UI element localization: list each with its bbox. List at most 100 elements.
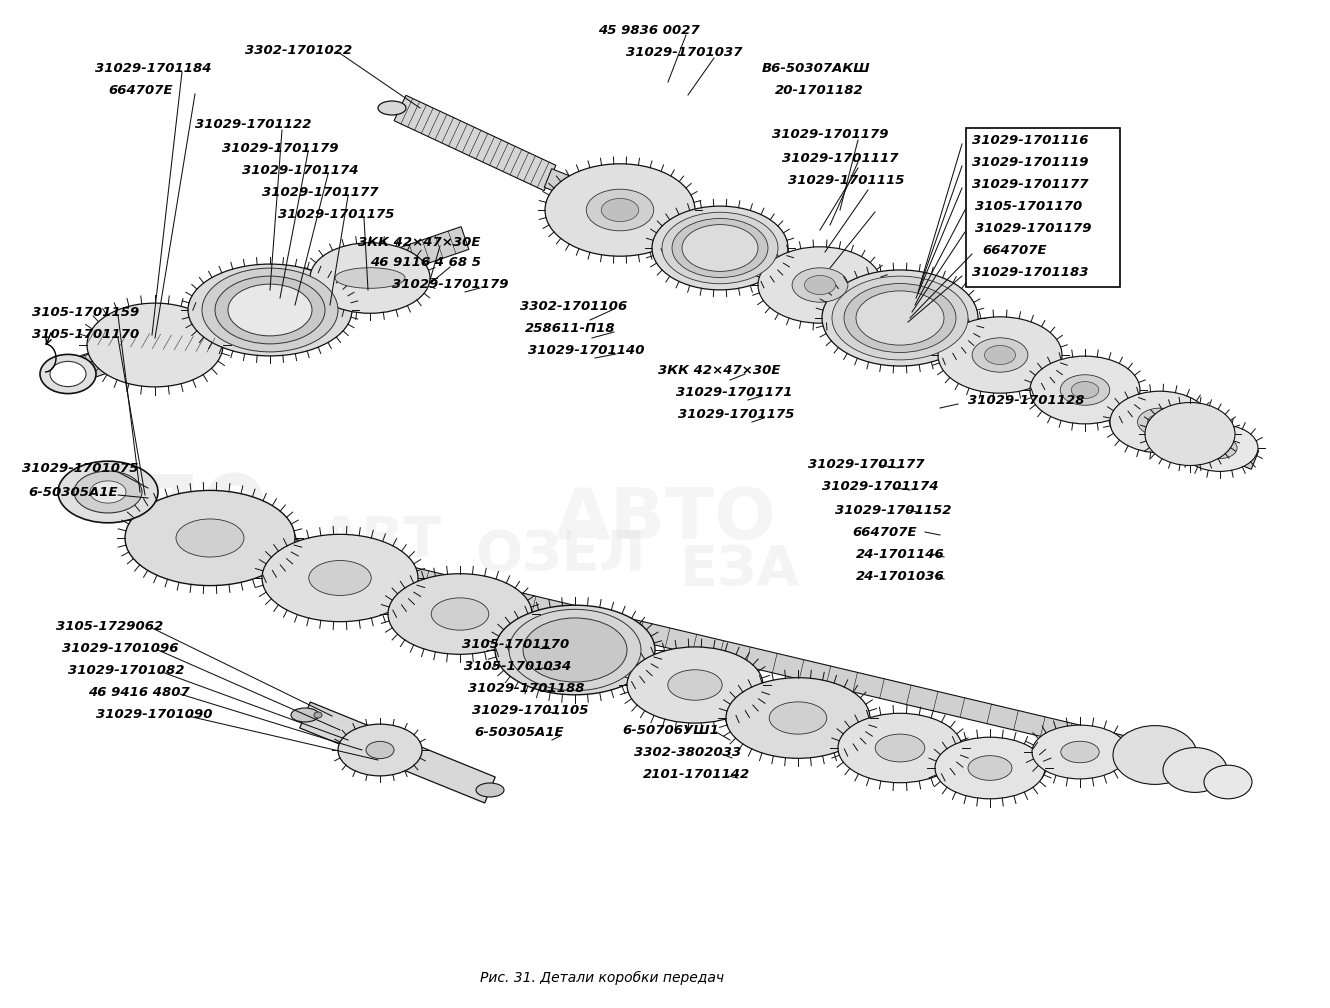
Text: 31029-1701171: 31029-1701171 — [676, 385, 793, 398]
Text: 31029-1701152: 31029-1701152 — [835, 504, 951, 516]
Ellipse shape — [51, 362, 86, 387]
Text: 3105-1729062: 3105-1729062 — [56, 620, 164, 632]
Ellipse shape — [662, 213, 778, 283]
Ellipse shape — [689, 229, 750, 267]
Ellipse shape — [86, 303, 223, 387]
Text: 31029-1701183: 31029-1701183 — [972, 265, 1088, 278]
Ellipse shape — [314, 712, 322, 718]
Text: 31029-1701105: 31029-1701105 — [472, 705, 588, 718]
Ellipse shape — [726, 677, 870, 758]
Ellipse shape — [338, 724, 422, 776]
Text: АВТ: АВТ — [318, 513, 442, 566]
Text: 3105-1701170: 3105-1701170 — [975, 200, 1083, 213]
Ellipse shape — [227, 284, 313, 336]
Polygon shape — [299, 702, 495, 803]
Text: 20-1701182: 20-1701182 — [775, 84, 863, 97]
Ellipse shape — [1137, 408, 1182, 435]
Text: АВТО: АВТО — [555, 486, 775, 554]
Ellipse shape — [857, 291, 944, 345]
Text: 31029-1701090: 31029-1701090 — [96, 709, 213, 722]
Ellipse shape — [509, 610, 641, 690]
Text: 24-1701146: 24-1701146 — [857, 547, 944, 560]
Ellipse shape — [378, 101, 406, 115]
Ellipse shape — [543, 632, 606, 668]
Ellipse shape — [310, 243, 430, 313]
Ellipse shape — [215, 276, 325, 344]
Ellipse shape — [1111, 391, 1210, 453]
Ellipse shape — [1210, 443, 1229, 454]
Ellipse shape — [833, 276, 968, 360]
Text: 31029-1701082: 31029-1701082 — [68, 663, 185, 676]
Ellipse shape — [1204, 765, 1252, 798]
Ellipse shape — [125, 491, 295, 586]
Ellipse shape — [984, 346, 1016, 365]
Text: 2101-1701142: 2101-1701142 — [642, 767, 750, 780]
Text: 3КК 42×47×30Е: 3КК 42×47×30Е — [358, 236, 480, 249]
Text: 31029-1701075: 31029-1701075 — [23, 462, 138, 475]
Ellipse shape — [1071, 382, 1099, 398]
Ellipse shape — [758, 247, 882, 324]
Text: 6-50305А1Е: 6-50305А1Е — [28, 486, 117, 499]
Ellipse shape — [968, 756, 1012, 780]
Polygon shape — [76, 488, 1152, 762]
Text: 3302-1701022: 3302-1701022 — [245, 43, 352, 56]
Ellipse shape — [587, 190, 654, 231]
Ellipse shape — [668, 669, 722, 701]
Ellipse shape — [880, 306, 919, 330]
Text: 31029-1701184: 31029-1701184 — [94, 61, 211, 75]
Ellipse shape — [652, 206, 787, 290]
Ellipse shape — [476, 783, 504, 797]
Text: 31029-1701119: 31029-1701119 — [972, 155, 1088, 168]
Text: 31029-1701174: 31029-1701174 — [822, 481, 939, 494]
Ellipse shape — [90, 481, 126, 503]
Text: 258611-П18: 258611-П18 — [525, 322, 616, 335]
Text: 31029-1701177: 31029-1701177 — [809, 459, 924, 472]
Ellipse shape — [335, 268, 406, 288]
Text: 31029-1701140: 31029-1701140 — [528, 344, 645, 357]
Ellipse shape — [972, 338, 1028, 372]
Ellipse shape — [1060, 375, 1109, 405]
Text: 31029-1701179: 31029-1701179 — [392, 278, 508, 291]
Text: 664707Е: 664707Е — [853, 525, 916, 538]
Text: ОЗЕЛ: ОЗЕЛ — [475, 528, 645, 582]
Ellipse shape — [309, 560, 371, 596]
Text: ЕЗА: ЕЗА — [680, 543, 801, 597]
Ellipse shape — [682, 225, 758, 271]
Text: В6-50307АКШ: В6-50307АКШ — [762, 61, 871, 75]
Ellipse shape — [626, 647, 763, 723]
Ellipse shape — [366, 741, 394, 759]
Polygon shape — [394, 96, 556, 191]
Ellipse shape — [938, 317, 1061, 393]
Text: 31029-1701128: 31029-1701128 — [968, 393, 1084, 406]
Ellipse shape — [176, 519, 243, 557]
Text: 3105-1701159: 3105-1701159 — [32, 305, 140, 319]
Ellipse shape — [388, 574, 532, 654]
Text: 31029-1701177: 31029-1701177 — [972, 177, 1088, 191]
Ellipse shape — [545, 163, 696, 256]
Ellipse shape — [1061, 741, 1099, 763]
Ellipse shape — [495, 605, 654, 695]
Text: 664707Е: 664707Е — [982, 244, 1047, 256]
Text: 31029-1701179: 31029-1701179 — [222, 141, 339, 154]
Text: 31029-1701179: 31029-1701179 — [975, 222, 1092, 235]
Ellipse shape — [431, 598, 489, 630]
Ellipse shape — [40, 355, 96, 393]
Text: 31029-1701096: 31029-1701096 — [63, 641, 178, 654]
Ellipse shape — [74, 471, 142, 513]
Ellipse shape — [822, 270, 978, 366]
Text: 3302-1701106: 3302-1701106 — [520, 299, 628, 312]
Ellipse shape — [704, 238, 737, 258]
Ellipse shape — [1202, 437, 1237, 459]
Ellipse shape — [291, 708, 319, 722]
Text: 70: 70 — [130, 472, 270, 569]
Text: 31029-1701122: 31029-1701122 — [196, 119, 311, 131]
Text: 664707Е: 664707Е — [108, 84, 173, 97]
Ellipse shape — [769, 702, 827, 734]
Ellipse shape — [523, 618, 626, 682]
Ellipse shape — [875, 734, 924, 762]
Text: 6-50706УШ1: 6-50706УШ1 — [622, 724, 720, 737]
Text: 31029-1701175: 31029-1701175 — [278, 209, 395, 222]
Ellipse shape — [845, 283, 956, 353]
Text: 3302-3802033: 3302-3802033 — [634, 746, 741, 758]
Ellipse shape — [1032, 725, 1128, 779]
